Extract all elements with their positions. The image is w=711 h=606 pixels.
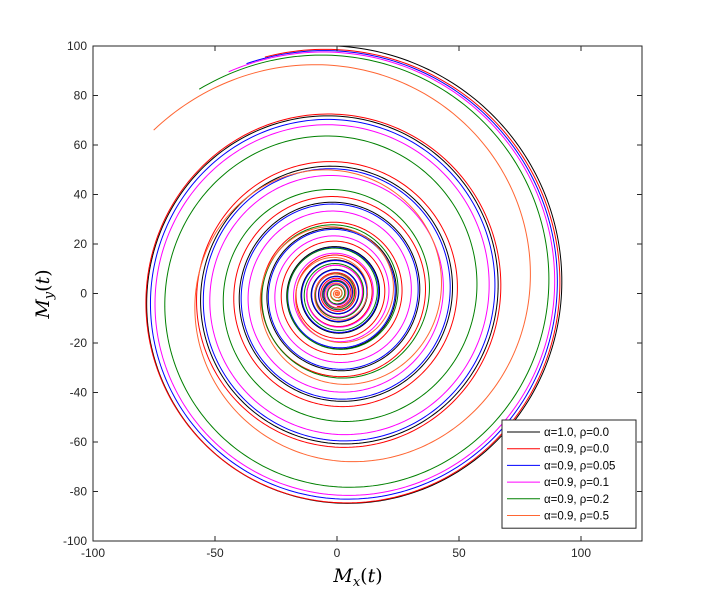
x-tick-label: -50 (206, 546, 224, 560)
series-line-4 (164, 54, 550, 488)
series-curves (145, 45, 563, 504)
y-tick-label: 40 (74, 188, 88, 202)
series-line-1 (145, 48, 561, 504)
y-tick-label: 100 (67, 39, 87, 53)
y-tick-label: -20 (70, 336, 88, 350)
x-axis-label: Mx(t) (332, 565, 382, 590)
y-axis-label: My(t) (32, 269, 57, 319)
x-tick-label: 50 (452, 546, 466, 560)
legend-label: α=0.9, ρ=0.5 (544, 511, 609, 523)
y-tick-label: 60 (74, 138, 88, 152)
x-axis-label-text: Mx(t) (332, 565, 382, 590)
x-tick-label: 100 (571, 546, 591, 560)
y-axis-label-text: My(t) (32, 269, 57, 319)
y-tick-label: -40 (70, 386, 88, 400)
legend-label: α=0.9, ρ=0.05 (544, 460, 615, 472)
y-tick-label: -100 (63, 534, 87, 548)
legend: α=1.0, ρ=0.0 α=0.9, ρ=0.0 α=0.9, ρ=0.05 α=0… (501, 419, 637, 529)
y-tick-label: 0 (80, 287, 87, 301)
x-tick-label: -100 (81, 546, 105, 560)
legend-box (501, 419, 637, 529)
y-tick-label: 20 (74, 237, 88, 251)
legend-label: α=0.9, ρ=0.2 (544, 494, 609, 506)
series-line-2 (149, 50, 558, 500)
axis-ticks: -100 -50 0 50 100 -100 -80 -60 -40 -20 0 20 40 60 80 10… (63, 39, 642, 560)
y-tick-label: 80 (74, 89, 88, 103)
series-line-3 (154, 51, 556, 496)
y-tick-label: -80 (70, 485, 88, 499)
legend-label: α=1.0, ρ=0.0 (544, 427, 609, 439)
legend-label: α=0.9, ρ=0.1 (544, 477, 609, 489)
x-tick-label: 0 (334, 546, 341, 560)
y-tick-label: -60 (70, 435, 88, 449)
series-line-5 (153, 64, 531, 463)
legend-label: α=0.9, ρ=0.0 (544, 444, 609, 456)
